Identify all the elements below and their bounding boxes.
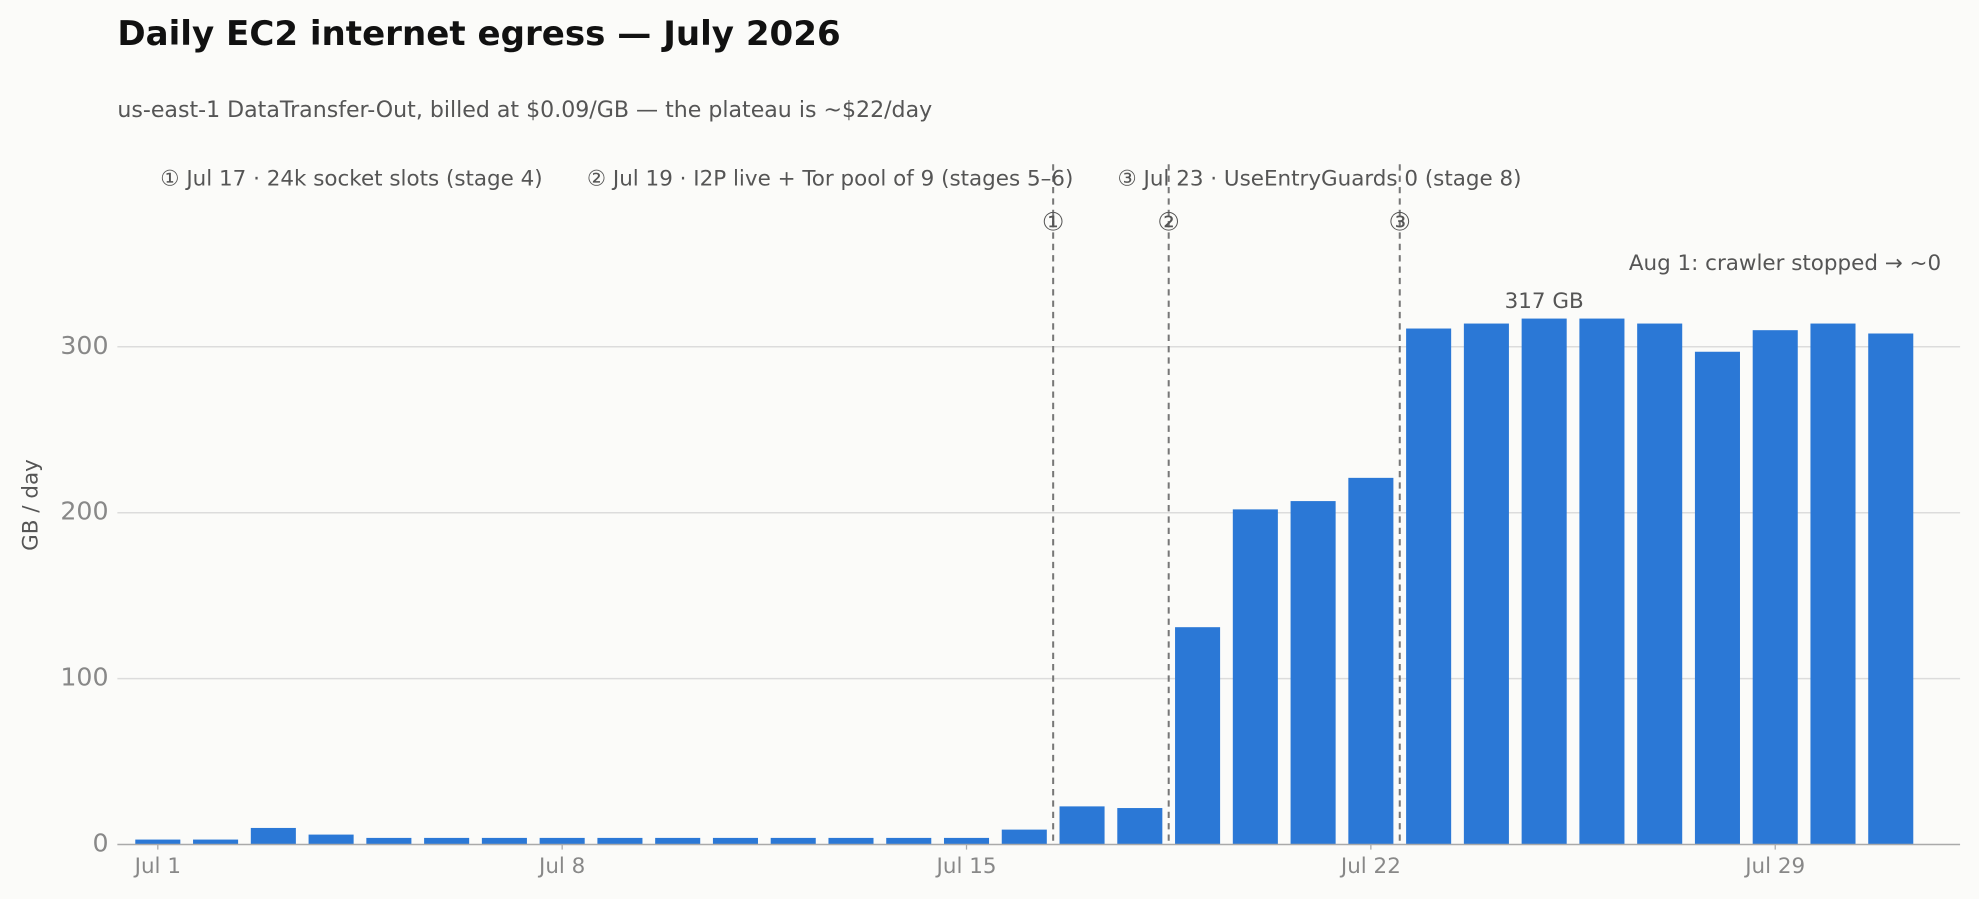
bar — [1810, 323, 1856, 845]
y-tick-label: 100 — [60, 663, 108, 692]
bar — [1059, 806, 1105, 845]
chart-title: Daily EC2 internet egress — July 2026 — [117, 14, 840, 54]
bar — [1579, 318, 1625, 845]
bar — [1637, 323, 1683, 845]
bar — [655, 837, 701, 845]
bar — [1406, 328, 1452, 845]
event-marker: ③ — [1388, 208, 1411, 237]
bar — [250, 827, 296, 845]
y-tick-label: 0 — [92, 829, 108, 858]
bar — [1463, 323, 1509, 845]
event-label: ① Jul 17 · 24k socket slots (stage 4) — [160, 166, 542, 191]
x-tick-label: Jul 22 — [1339, 854, 1401, 879]
bar — [308, 834, 354, 845]
x-tick-label: Jul 29 — [1743, 854, 1805, 879]
bar — [943, 837, 990, 845]
bar — [1752, 330, 1798, 845]
bar — [193, 839, 239, 845]
bar — [1348, 477, 1394, 845]
bar — [539, 837, 585, 845]
bar — [1175, 627, 1221, 845]
event-marker: ② — [1157, 208, 1180, 237]
y-tick-label: 200 — [60, 497, 108, 526]
bar — [1290, 501, 1336, 845]
annotation-note: Aug 1: crawler stopped → ~0 — [1629, 251, 1941, 276]
event-label: ③ Jul 23 · UseEntryGuards 0 (stage 8) — [1117, 166, 1521, 191]
x-tick-label: Jul 15 — [935, 854, 997, 879]
bar — [424, 837, 470, 845]
bar — [1694, 351, 1740, 845]
bar — [828, 837, 874, 845]
bar — [481, 837, 527, 845]
x-tick-label: Jul 8 — [537, 854, 585, 879]
chart-subtitle: us-east-1 DataTransfer-Out, billed at $0… — [117, 98, 932, 123]
x-tick-label: Jul 1 — [133, 854, 181, 879]
bar — [135, 839, 181, 845]
bar — [1232, 509, 1278, 845]
bar — [770, 837, 816, 845]
value-label: 317 GB — [1505, 289, 1584, 314]
bar — [1868, 333, 1914, 845]
y-tick-label: 300 — [60, 331, 108, 360]
bar — [886, 837, 932, 845]
bar — [1001, 829, 1047, 845]
y-axis-label: GB / day — [19, 459, 44, 551]
bar — [1521, 318, 1567, 845]
bar — [712, 837, 758, 845]
bar — [366, 837, 412, 845]
event-label: ② Jul 19 · I2P live + Tor pool of 9 (sta… — [587, 166, 1073, 191]
bar — [1117, 808, 1163, 845]
event-marker: ① — [1042, 208, 1065, 237]
bar — [597, 837, 643, 845]
